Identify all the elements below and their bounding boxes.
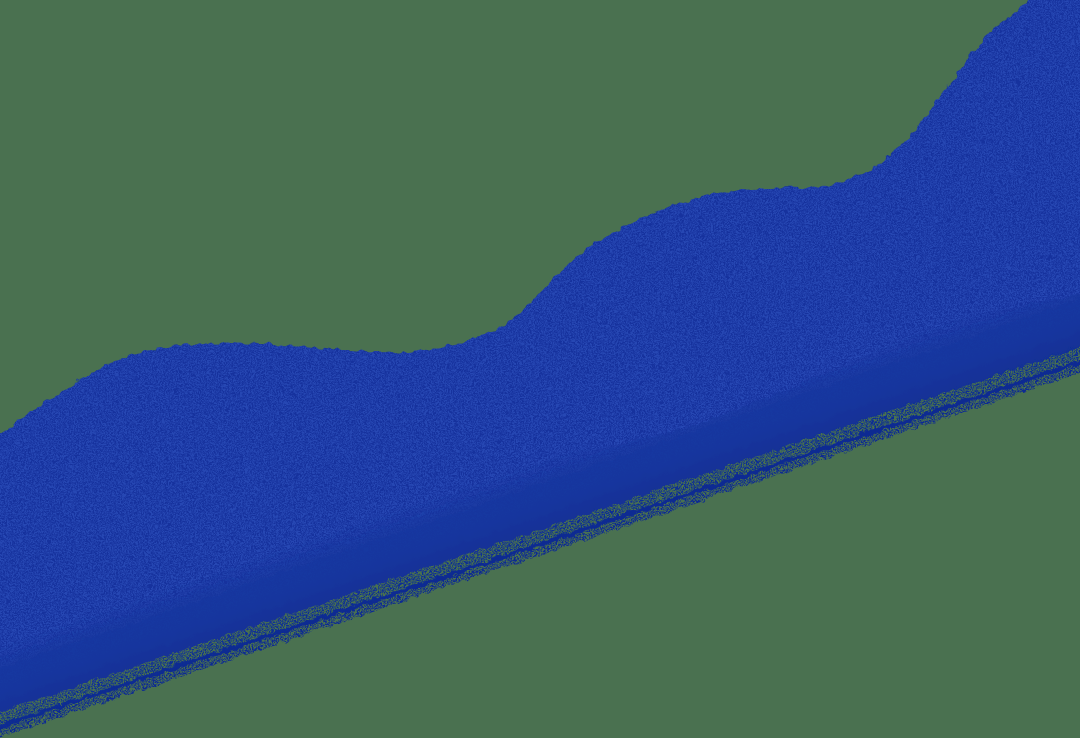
bottom-edge-dither-blue [0, 360, 1080, 738]
bottom-edge-dither-green [0, 347, 1080, 725]
wave-bottom-shadow [0, 294, 1080, 729]
